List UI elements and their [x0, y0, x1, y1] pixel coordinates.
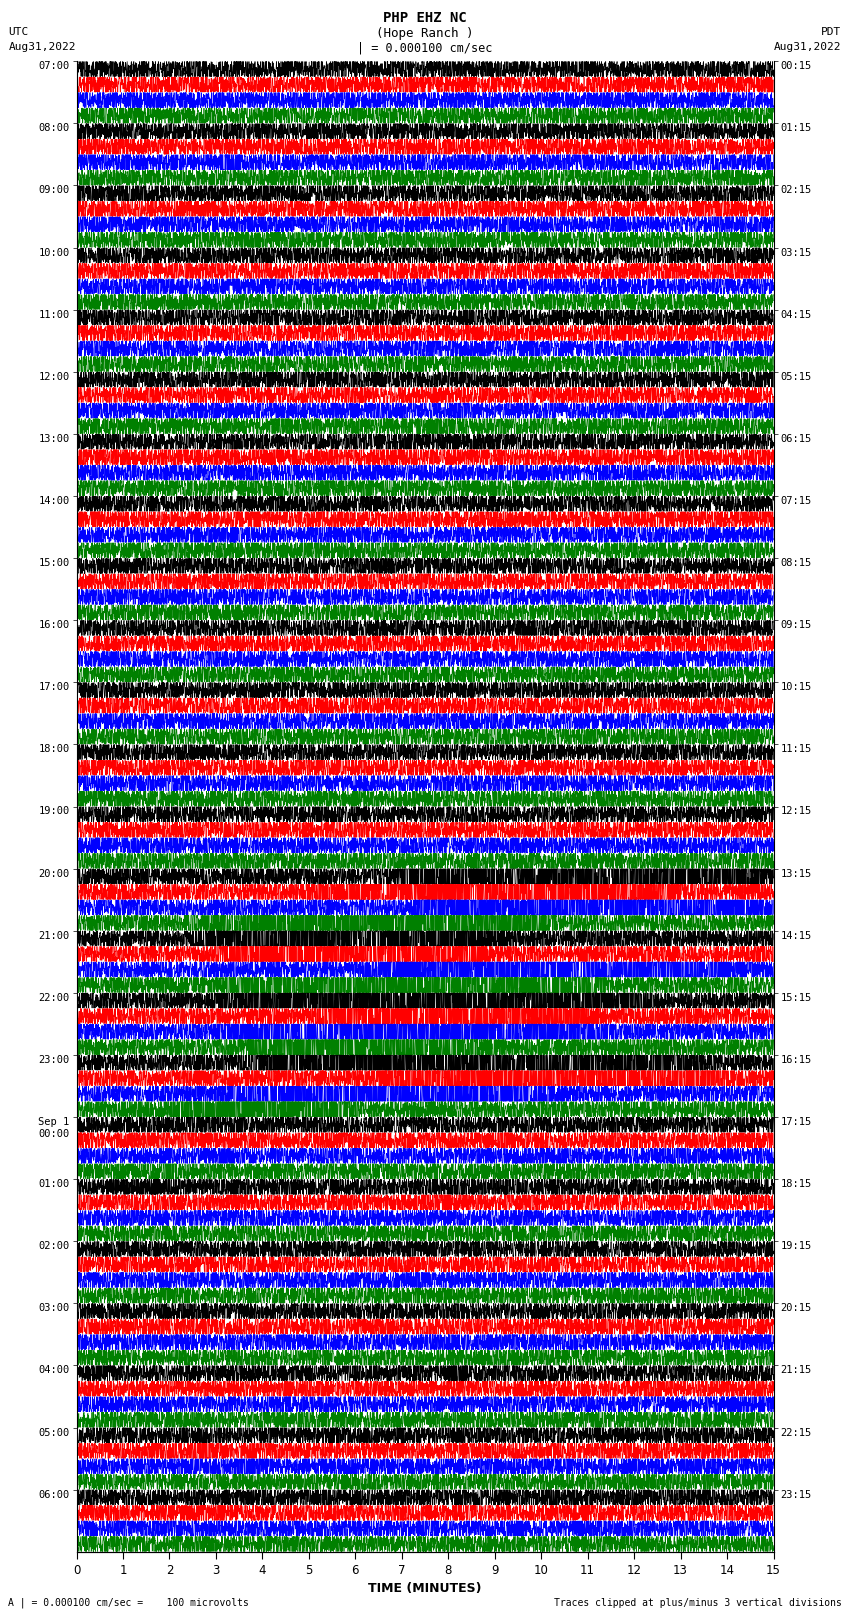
Text: UTC: UTC — [8, 27, 29, 37]
Text: (Hope Ranch ): (Hope Ranch ) — [377, 27, 473, 40]
Text: Aug31,2022: Aug31,2022 — [774, 42, 842, 52]
Text: PDT: PDT — [821, 27, 842, 37]
X-axis label: TIME (MINUTES): TIME (MINUTES) — [368, 1582, 482, 1595]
Text: | = 0.000100 cm/sec: | = 0.000100 cm/sec — [357, 42, 493, 55]
Text: A | = 0.000100 cm/sec =    100 microvolts: A | = 0.000100 cm/sec = 100 microvolts — [8, 1597, 249, 1608]
Text: PHP EHZ NC: PHP EHZ NC — [383, 11, 467, 26]
Text: Traces clipped at plus/minus 3 vertical divisions: Traces clipped at plus/minus 3 vertical … — [553, 1598, 842, 1608]
Text: Aug31,2022: Aug31,2022 — [8, 42, 76, 52]
